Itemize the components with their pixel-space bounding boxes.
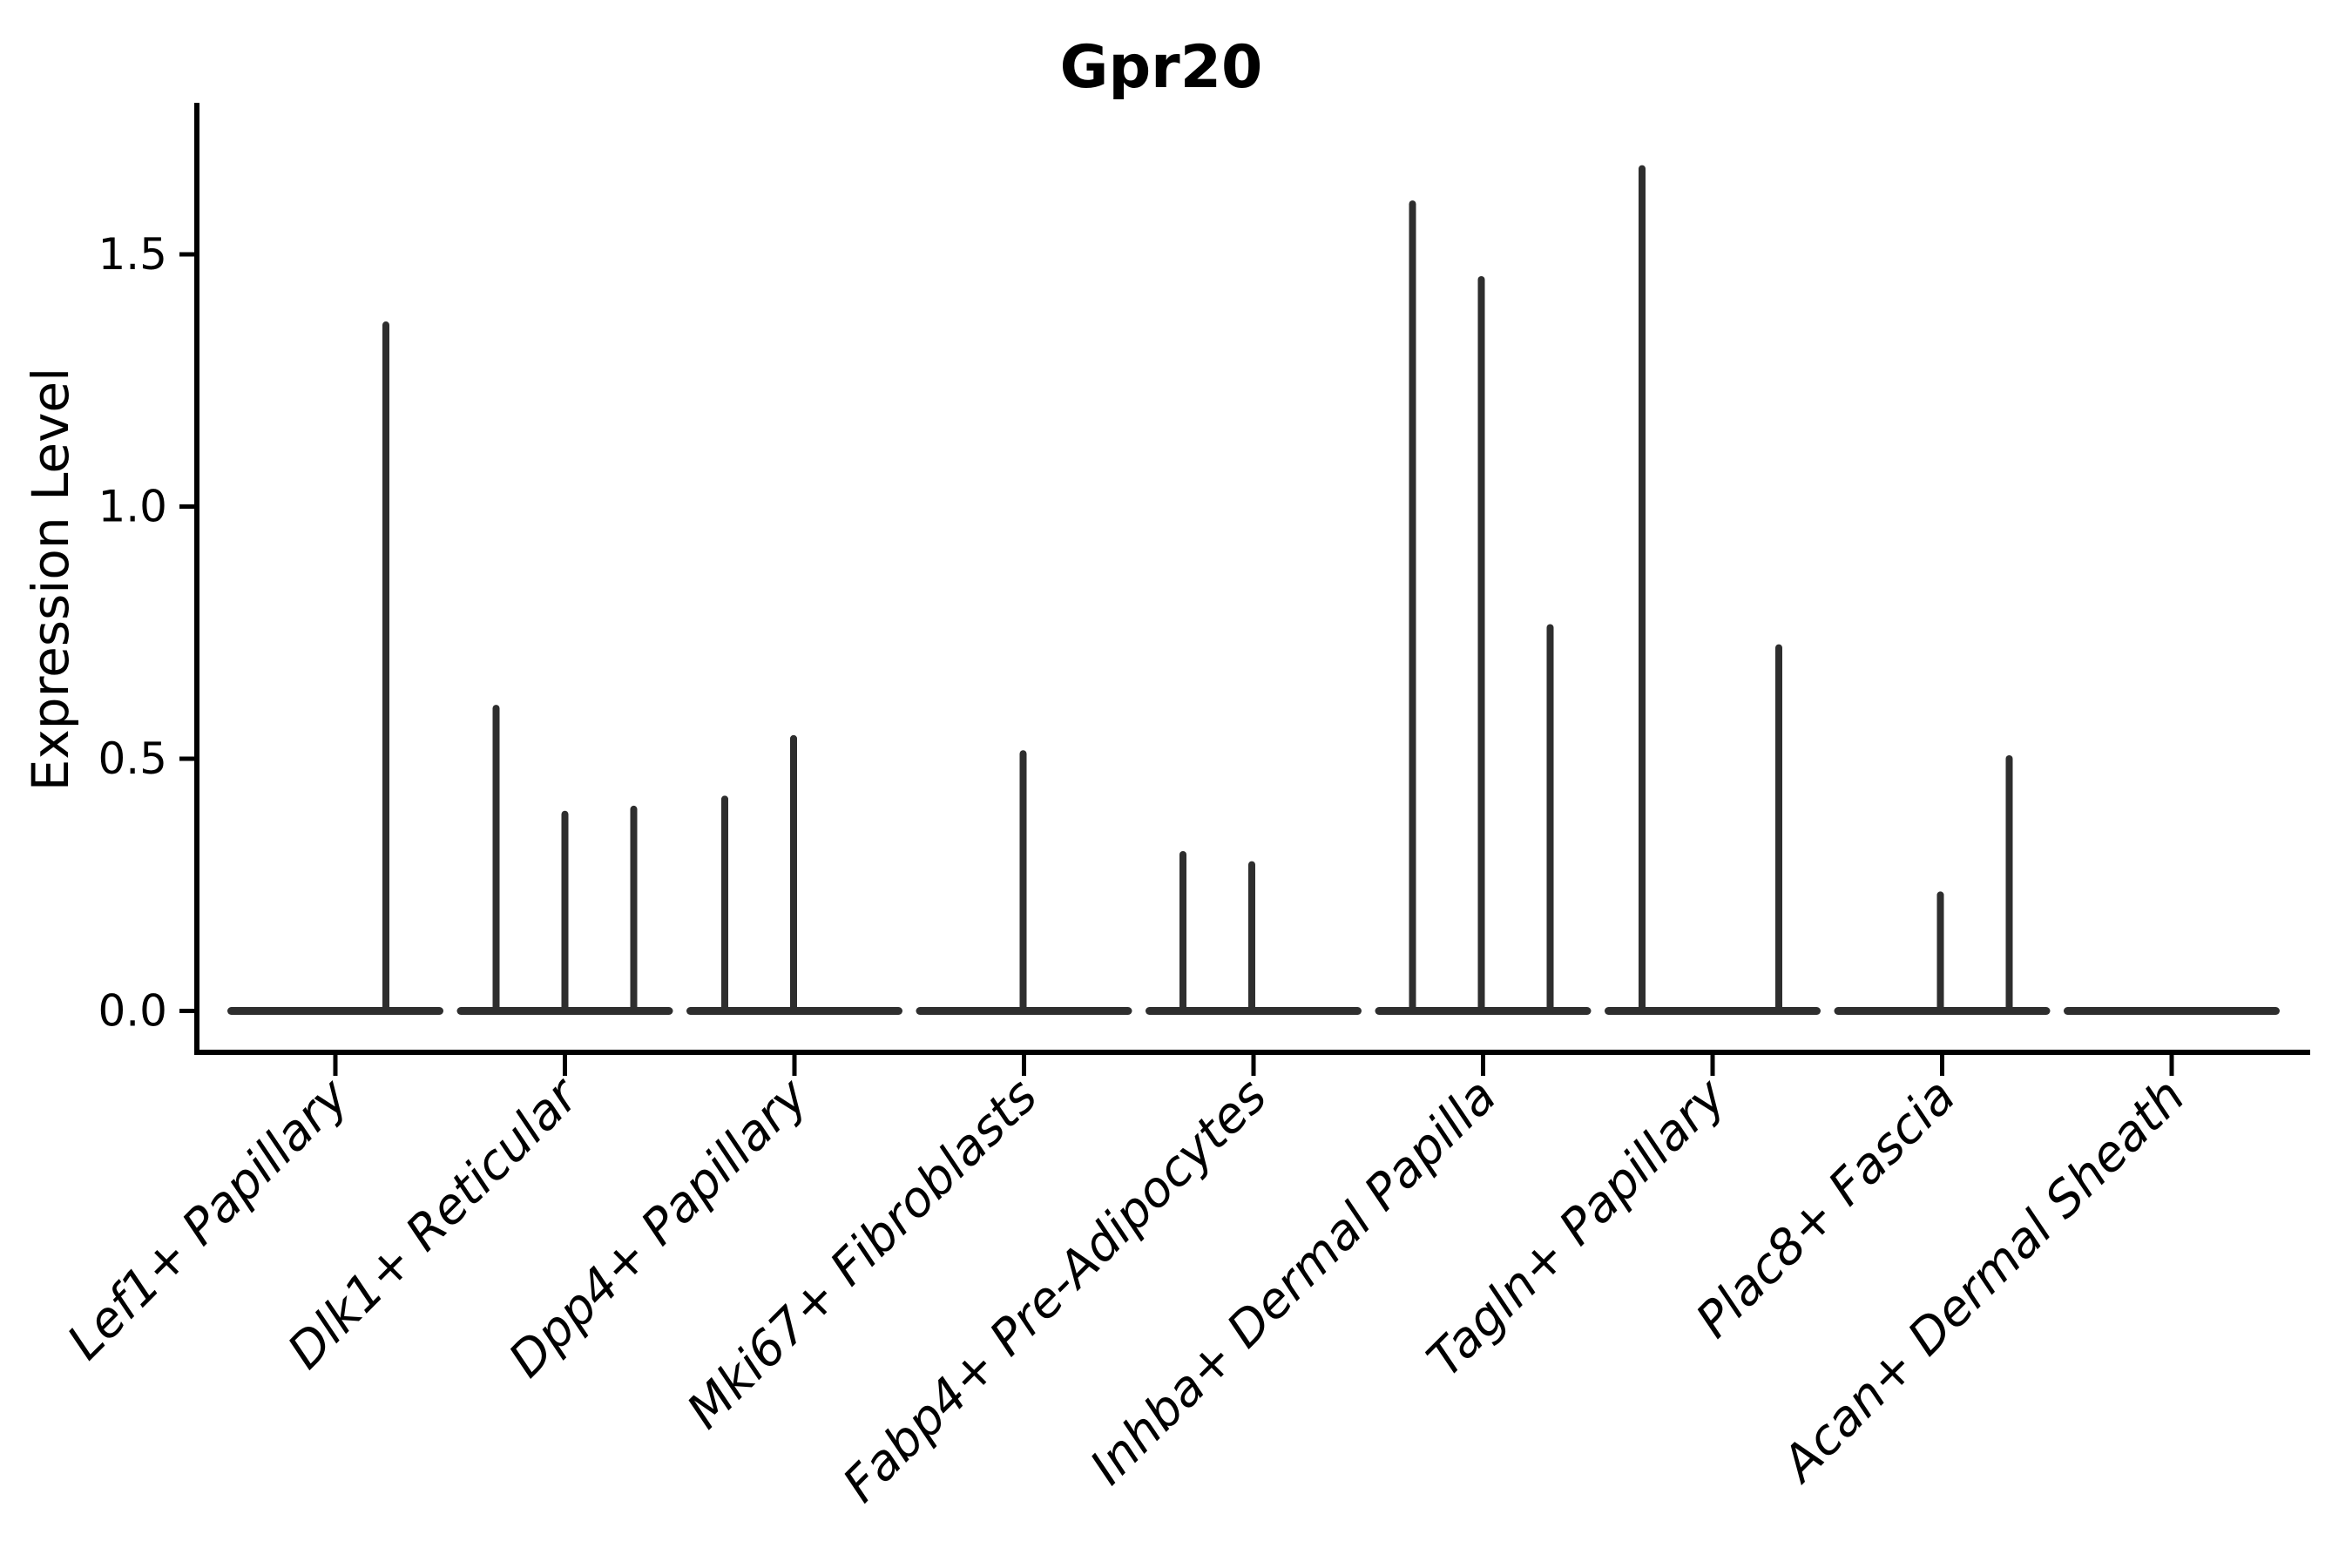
y-axis-label: Expression Level xyxy=(21,368,80,791)
violins xyxy=(227,165,2280,1015)
x-tick-label: Inhba+ Dermal Papilla xyxy=(1079,1068,1507,1496)
x-tick-label: Fabp4+ Pre-Adipocytes xyxy=(833,1068,1278,1513)
axes xyxy=(194,103,2310,1055)
y-tick-labels: 0.0 0.5 1.0 1.5 xyxy=(98,229,197,1037)
y-tick-label: 0.0 xyxy=(98,986,167,1037)
plot-title: Gpr20 xyxy=(1060,33,1263,102)
y-tick-label: 1.5 xyxy=(98,229,167,280)
y-tick-label: 0.5 xyxy=(98,733,167,784)
x-tick-label: Acan+ Dermal Sheath xyxy=(1770,1068,2196,1494)
y-tick-label: 1.0 xyxy=(98,482,167,532)
